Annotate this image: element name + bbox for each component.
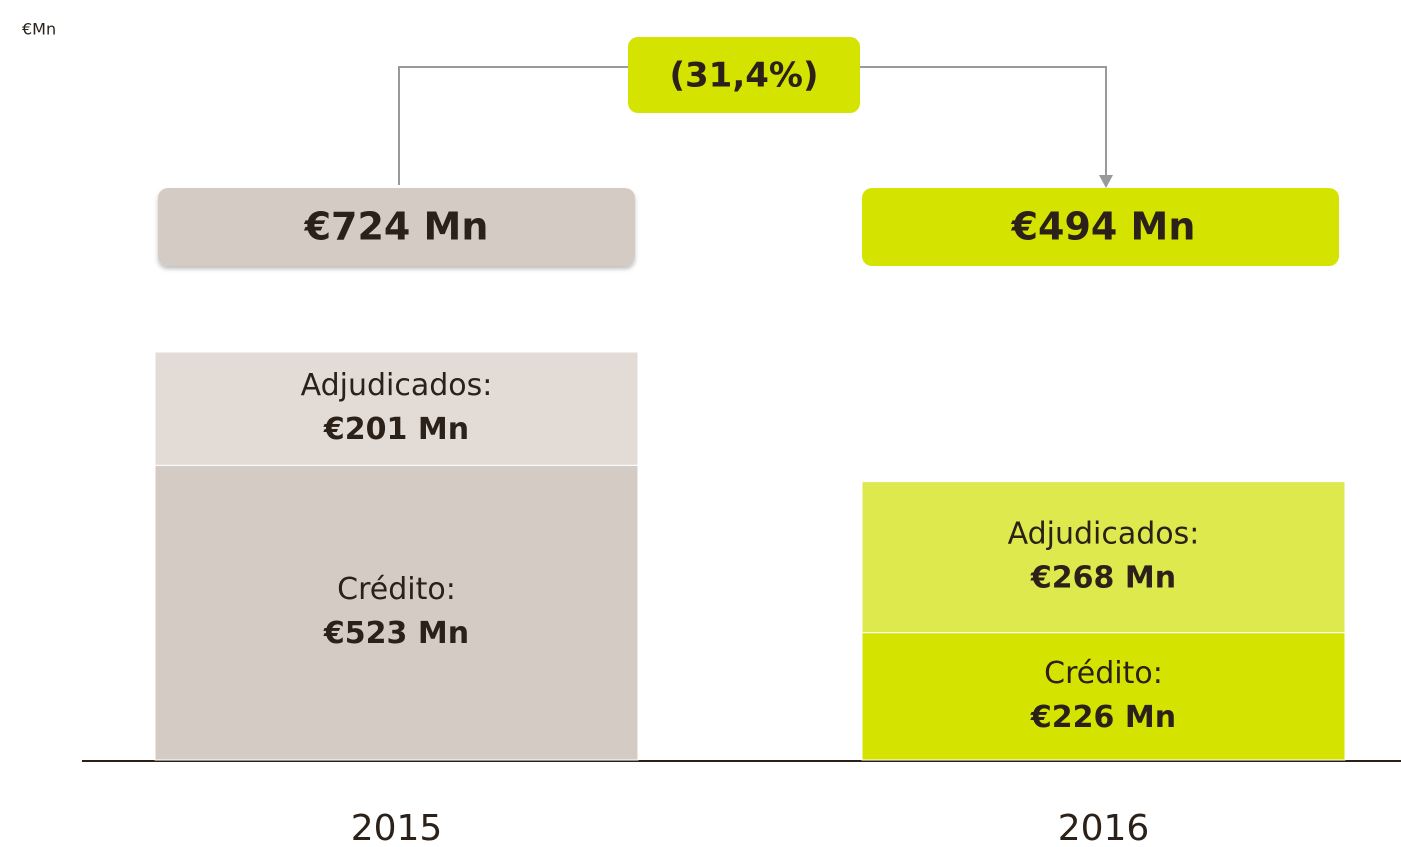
total-box <box>862 188 1339 266</box>
segment-value: €268 Mn <box>1030 561 1176 596</box>
segment-value: €201 Mn <box>323 412 469 447</box>
segment-name: Adjudicados: <box>1008 517 1200 552</box>
bar-segment <box>154 351 639 466</box>
bar-segment <box>861 632 1346 761</box>
bar-segment <box>154 464 639 761</box>
arrow-head <box>1099 175 1113 188</box>
segment-name: Crédito: <box>1044 656 1163 691</box>
segment-value: €523 Mn <box>323 616 469 651</box>
total-label: €494 Mn <box>1011 205 1196 249</box>
unit-label: €Mn <box>22 20 56 39</box>
segment-name: Adjudicados: <box>301 368 493 403</box>
total-label: €724 Mn <box>304 205 489 249</box>
connector <box>398 66 1107 185</box>
change-label: (31,4%) <box>669 56 818 96</box>
segment-name: Crédito: <box>337 572 456 607</box>
change-box <box>628 37 860 113</box>
x-tick-label: 2016 <box>1058 808 1150 847</box>
x-tick-label: 2015 <box>351 808 443 847</box>
bar-segment <box>861 481 1346 634</box>
segment-value: €226 Mn <box>1030 700 1176 735</box>
total-box <box>158 188 635 266</box>
